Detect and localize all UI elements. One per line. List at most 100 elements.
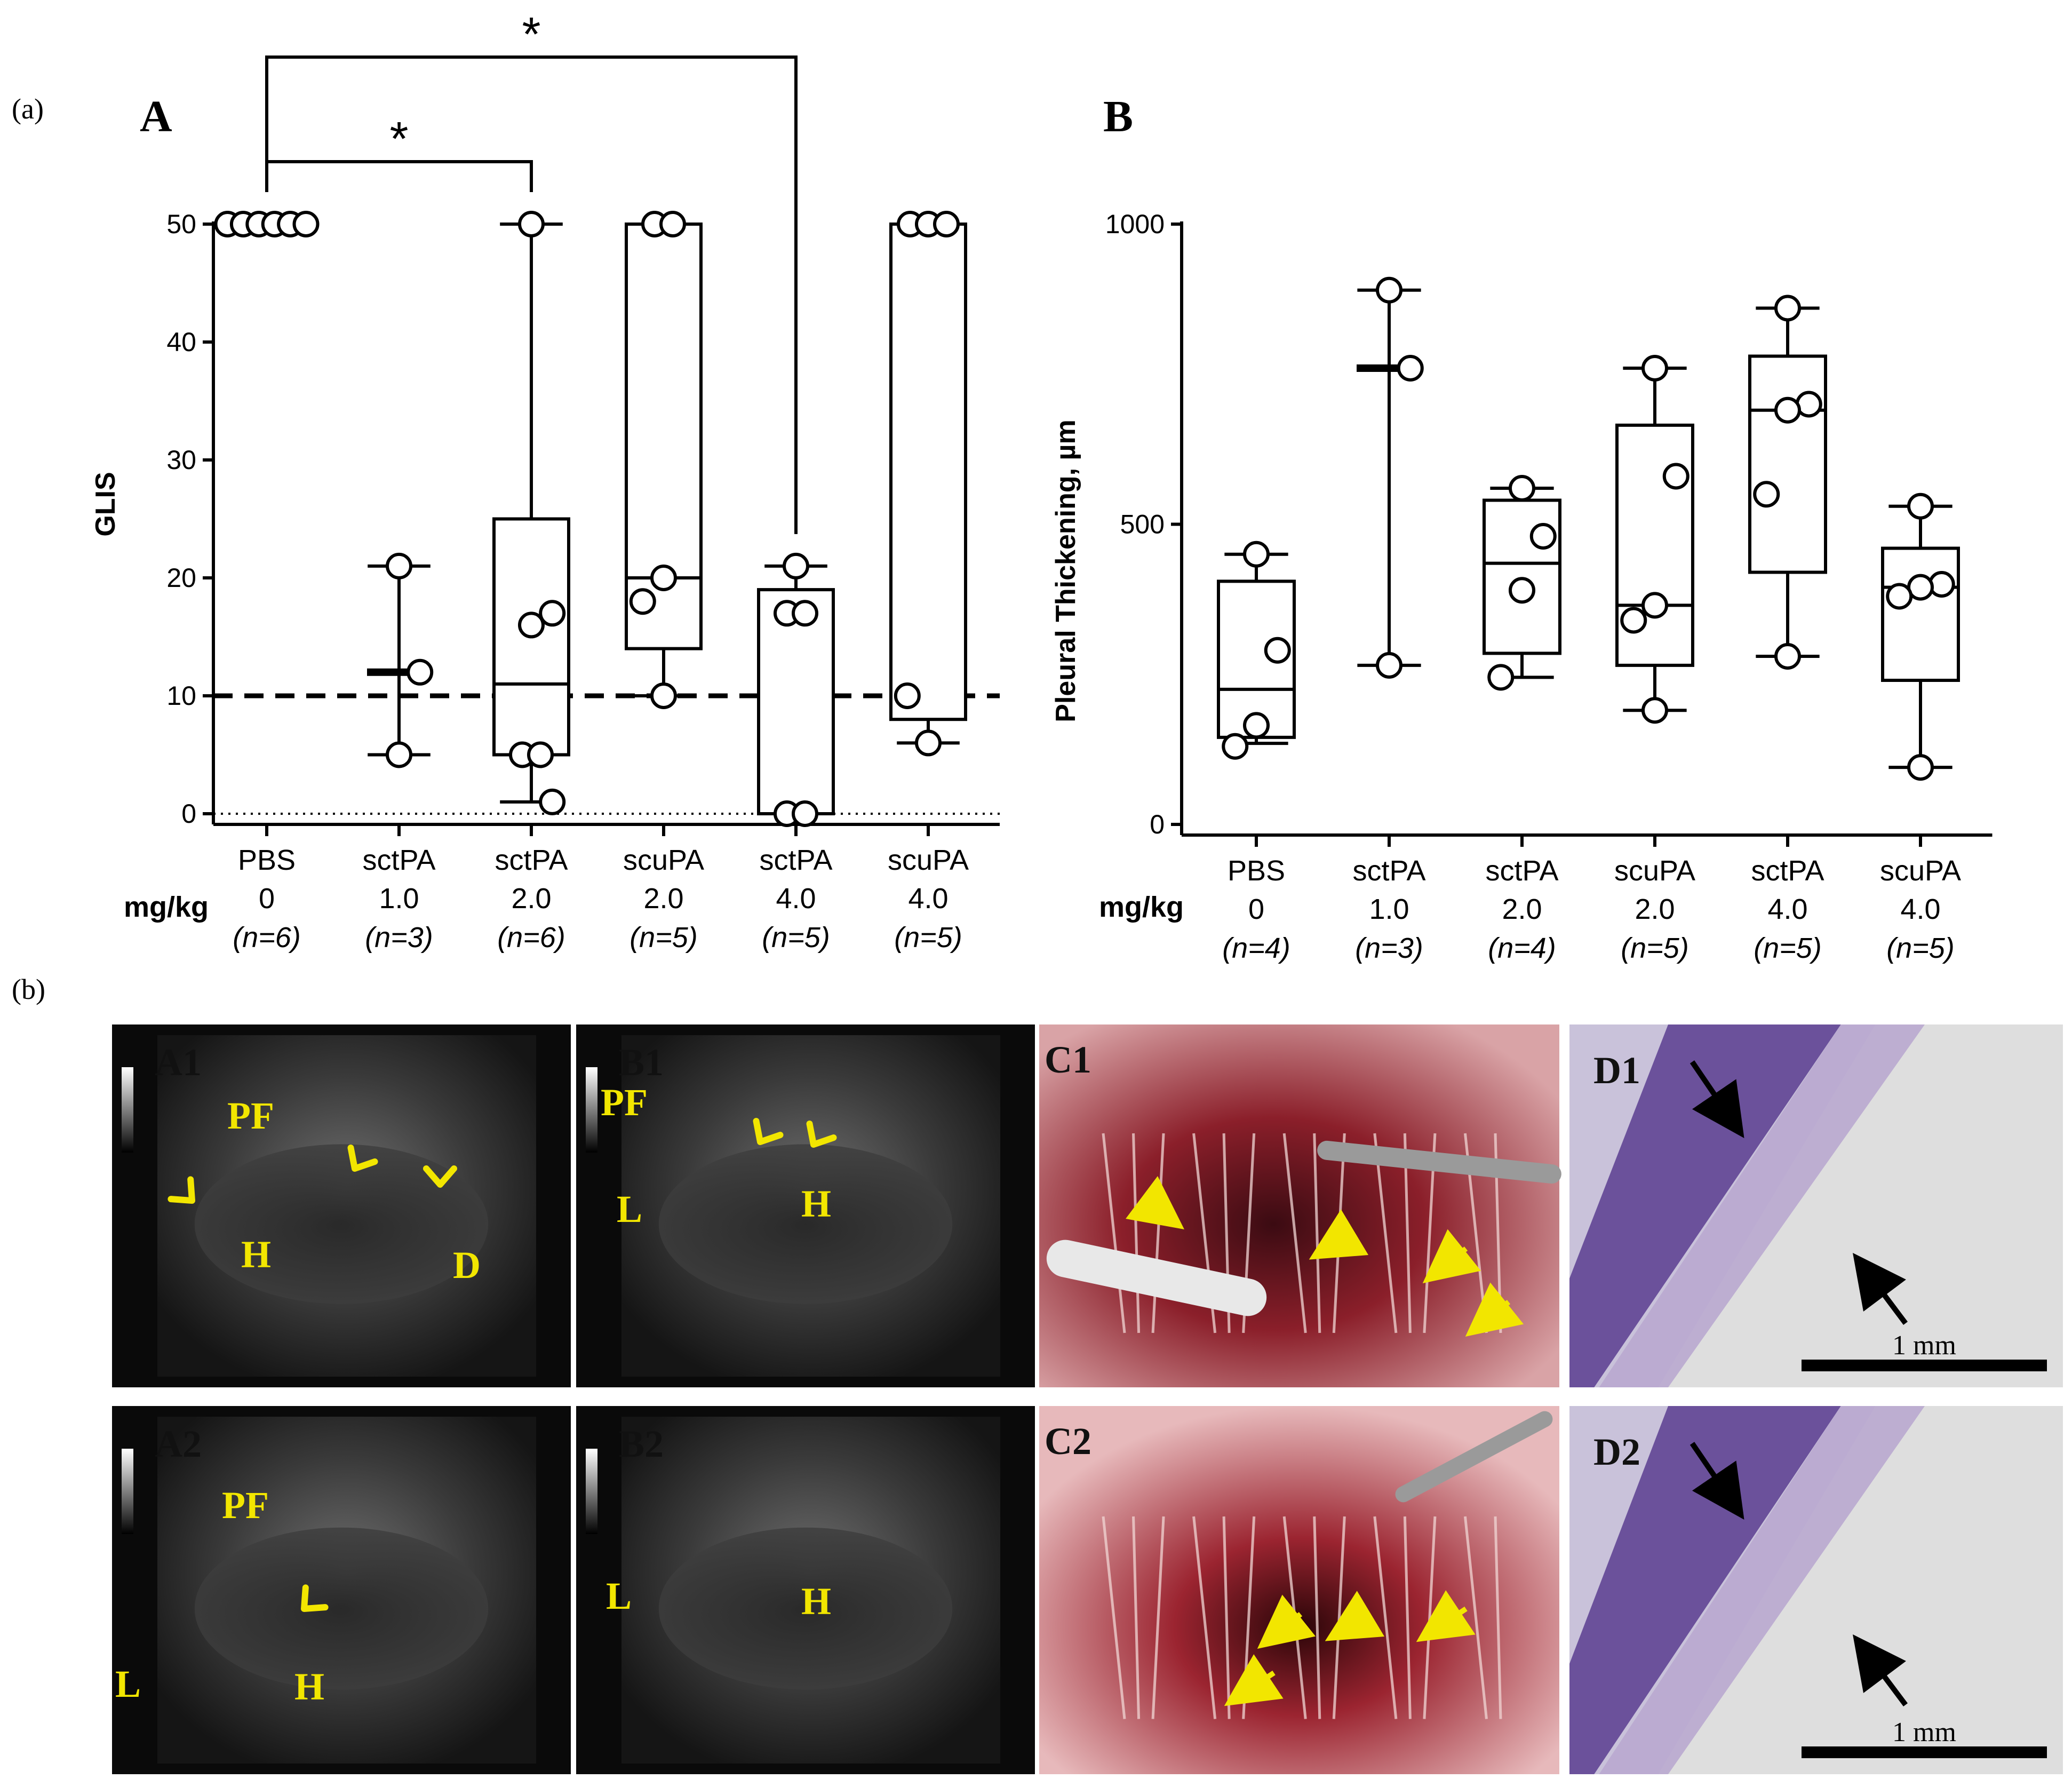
b-cat-dose-2: 2.0 bbox=[1502, 893, 1542, 925]
panel-tag-a2: A2 bbox=[155, 1423, 202, 1465]
marker-pf: PF bbox=[601, 1081, 648, 1124]
b-point-5-1 bbox=[1928, 571, 1955, 598]
marker-l: L bbox=[606, 1575, 632, 1617]
b-point-3-2 bbox=[1641, 592, 1668, 619]
b-point-2-0 bbox=[1509, 475, 1535, 502]
marker-pf: PF bbox=[222, 1484, 269, 1527]
a-group-0: PBS 0 (n=6) bbox=[214, 211, 320, 954]
chart-a-glis: GLIS mg/kg 0 10 20 30 40 50 PBS 0 (n=6) sctPA 1.0 (… bbox=[90, 8, 1000, 954]
adhesion-strand bbox=[1102, 1516, 1126, 1719]
b-box-0 bbox=[1217, 579, 1296, 739]
b-point-2-1 bbox=[1529, 523, 1557, 550]
a-cat-n-1: (n=3) bbox=[365, 922, 433, 954]
a-point-1-2 bbox=[386, 741, 412, 768]
panel-tag-d1: D1 bbox=[1593, 1049, 1640, 1092]
b-cat-n-2: (n=4) bbox=[1488, 932, 1556, 964]
a-cat-n-5: (n=5) bbox=[894, 922, 962, 954]
a-box-5 bbox=[889, 223, 967, 721]
chart-a-dose-label: mg/kg bbox=[124, 891, 209, 923]
b-ytick-label-0: 0 bbox=[1150, 809, 1165, 839]
adhesion-strand bbox=[1151, 1133, 1165, 1333]
a-sig-bracket-0 bbox=[265, 160, 533, 192]
adhesion-strand bbox=[1313, 1516, 1321, 1719]
a-group-5: scuPA 4.0 (n=5) bbox=[888, 211, 969, 954]
a-cat-name-0: PBS bbox=[238, 844, 296, 876]
b-box-4 bbox=[1748, 354, 1827, 574]
b-point-1-1 bbox=[1397, 355, 1424, 382]
b-point-0-1 bbox=[1264, 637, 1291, 664]
b-group-0: PBS 0 (n=4) bbox=[1217, 541, 1296, 964]
a-group-3: scuPA 2.0 (n=5) bbox=[623, 211, 704, 954]
image-panel-c1: C1 bbox=[1039, 1024, 1561, 1387]
a-point-1-0 bbox=[386, 552, 412, 579]
a-point-1-1 bbox=[407, 658, 434, 686]
b-point-3-4 bbox=[1641, 697, 1668, 724]
b-box-5 bbox=[1881, 546, 1960, 682]
pointer-arrow-2 bbox=[1422, 1229, 1481, 1283]
a-sig-label-0: * bbox=[389, 113, 408, 166]
chart-a-letter: A bbox=[140, 92, 172, 141]
b-cat-name-3: scuPA bbox=[1614, 855, 1695, 887]
a-cat-n-4: (n=5) bbox=[762, 922, 830, 954]
a-ytick-label-5: 50 bbox=[166, 209, 196, 239]
adhesion-strand bbox=[1494, 1516, 1502, 1719]
b-point-0-2 bbox=[1243, 712, 1270, 739]
b-cat-dose-5: 4.0 bbox=[1900, 893, 1940, 925]
b-cat-name-4: sctPA bbox=[1751, 855, 1824, 887]
pointer-arrow-0 bbox=[1257, 1594, 1316, 1649]
b-cat-n-3: (n=5) bbox=[1621, 932, 1689, 964]
b-point-5-0 bbox=[1907, 493, 1934, 520]
a-group-1: sctPA 1.0 (n=3) bbox=[362, 552, 436, 954]
marker-h: H bbox=[801, 1580, 831, 1623]
image-panel-d2: D2 1 mm bbox=[1569, 1406, 2063, 1774]
a-ytick-label-1: 10 bbox=[166, 681, 196, 711]
forceps bbox=[1395, 1411, 1553, 1503]
image-panel-b2: B2 L H bbox=[576, 1406, 1035, 1774]
part-b-label: (b) bbox=[12, 973, 45, 1005]
b-ytick-label-2: 1000 bbox=[1105, 209, 1165, 239]
ultrasound-fluid bbox=[194, 1527, 489, 1690]
adhesion-strand bbox=[1373, 1133, 1398, 1333]
a-point-4-4 bbox=[792, 800, 818, 827]
arrowhead-0 bbox=[168, 1176, 195, 1204]
b-group-5: scuPA 4.0 (n=5) bbox=[1880, 493, 1961, 964]
b-point-4-3 bbox=[1753, 481, 1780, 508]
adhesion-strand bbox=[1463, 1516, 1488, 1719]
greyscale-bar bbox=[122, 1067, 133, 1153]
panel-tag-d2: D2 bbox=[1593, 1431, 1640, 1473]
adhesion-strand bbox=[1132, 1133, 1141, 1333]
b-cat-n-1: (n=3) bbox=[1355, 932, 1423, 964]
black-arrow-lower bbox=[1853, 1253, 1908, 1325]
adhesion-strand bbox=[1373, 1516, 1398, 1719]
scale-bar bbox=[1802, 1360, 2047, 1371]
b-point-4-4 bbox=[1774, 643, 1801, 670]
a-cat-dose-0: 0 bbox=[259, 883, 275, 915]
pointer-arrow-3 bbox=[1224, 1654, 1284, 1706]
b-point-0-0 bbox=[1243, 541, 1270, 568]
image-panel-a2: A2 PF L H bbox=[112, 1406, 571, 1774]
marker-d: D bbox=[453, 1244, 481, 1286]
arrowhead-0 bbox=[753, 1118, 784, 1145]
b-cat-name-1: sctPA bbox=[1352, 855, 1425, 887]
a-cat-n-3: (n=5) bbox=[629, 922, 698, 954]
pleural-layer bbox=[1599, 1406, 1925, 1774]
greyscale-bar bbox=[586, 1067, 597, 1153]
scale-bar-label: 1 mm bbox=[1892, 1330, 1956, 1361]
a-cat-name-1: sctPA bbox=[362, 844, 435, 876]
black-arrow-upper bbox=[1690, 1442, 1744, 1520]
adhesion-strand bbox=[1151, 1516, 1165, 1719]
a-point-3-3 bbox=[629, 588, 656, 615]
pointer-arrow-3 bbox=[1465, 1282, 1524, 1337]
b-cat-n-0: (n=4) bbox=[1222, 932, 1290, 964]
adhesion-strand bbox=[1282, 1133, 1307, 1333]
chart-b-pleural: Pleural Thickening, µm mg/kg 0 500 1000 PBS… bbox=[1050, 209, 1993, 964]
a-cat-name-4: sctPA bbox=[759, 844, 832, 876]
dense-stain-band bbox=[1569, 1406, 1841, 1774]
panel-tag-c1: C1 bbox=[1045, 1038, 1091, 1081]
ultrasound-fluid bbox=[658, 1144, 953, 1304]
greyscale-bar bbox=[586, 1449, 597, 1534]
b-ytick-label-1: 500 bbox=[1120, 510, 1165, 539]
b-cat-n-4: (n=5) bbox=[1754, 932, 1822, 964]
b-point-0-3 bbox=[1222, 733, 1249, 760]
b-cat-n-5: (n=5) bbox=[1886, 932, 1955, 964]
